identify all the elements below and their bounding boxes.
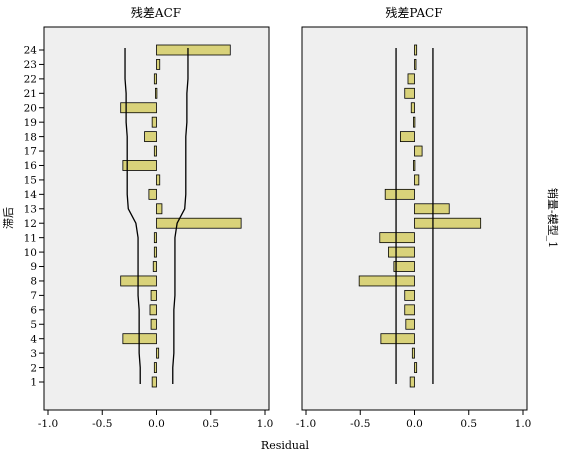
pacf-bar-lag-19 [413,116,416,128]
acf-bar-lag-21 [155,87,158,99]
pacf-bar-lag-3 [411,347,415,359]
acf-bar-lag-2 [153,362,157,373]
pacf-bar-lag-14 [384,188,415,200]
acf-y-tick-label: 10 [24,247,37,259]
acf-y-tick-label: 19 [24,117,37,129]
acf-y-tick-label: 21 [24,88,37,100]
pacf-bar-lag-23 [414,59,417,70]
acf-x-tick-label: -0.5 [92,418,112,430]
pacf-bar-lag-22 [407,73,415,85]
acf-x-tick-label: 0.0 [148,418,165,430]
pacf-panel: 残差PACF -1.0 -0.5 0.0 0.5 1.0 [296,6,531,430]
acf-y-tick-label: 3 [30,348,37,360]
acf-y-tick-label: 11 [24,232,37,244]
acf-y-tick-label: 1 [30,377,37,389]
pacf-bar-lag-10 [388,246,415,258]
pacf-x-tick-label: 1.0 [515,418,532,430]
acf-y-tick-label: 6 [30,305,37,317]
acf-bar-lag-13 [156,203,163,215]
acf-bar-lag-11 [153,232,157,244]
pacf-bars [358,44,482,388]
acf-y-tick-label: 12 [24,218,37,230]
acf-bar-lag-3 [156,347,160,359]
pacf-bar-lag-18 [399,131,415,143]
y-axis-label: 滞后 [2,207,15,229]
pacf-bar-lag-21 [404,87,415,99]
acf-y-tick-label: 4 [30,333,37,345]
pacf-x-tick-label: 0.5 [460,418,477,430]
acf-bar-lag-22 [153,73,157,85]
acf-bar-lag-18 [144,131,157,143]
pacf-bar-lag-12 [414,217,482,229]
pacf-x-tick-label: -0.5 [350,418,370,430]
acf-y-tick-label: 9 [30,261,37,273]
pacf-bar-lag-20 [410,102,415,114]
acf-panel: 残差ACF 1234567891011121314151617181920212… [24,6,274,430]
acf-y-tick-label: 17 [24,146,37,158]
pacf-bar-lag-16 [413,160,416,171]
acf-upper-confidence-limit [172,48,189,384]
acf-bar-lag-10 [153,246,157,258]
pacf-bar-lag-7 [404,289,415,301]
acf-y-tick-label: 20 [24,102,37,114]
acf-y-tick-label: 23 [24,59,37,71]
acf-y-tick-label: 18 [24,131,37,143]
pacf-x-tick-label: 0.0 [406,418,423,430]
pacf-x-ticks: -1.0 -0.5 0.0 0.5 1.0 [296,410,531,430]
acf-bar-lag-14 [148,188,157,200]
acf-y-tick-label: 5 [30,319,37,331]
right-side-label: 销量-模型_1 [546,188,560,248]
x-axis-label: Residual [261,439,310,452]
pacf-bar-lag-11 [379,232,415,244]
acf-bar-lag-16 [122,160,157,171]
acf-x-tick-label: 1.0 [257,418,274,430]
pacf-bar-lag-15 [414,174,420,186]
acf-lower-confidence-limit [124,48,141,384]
acf-y-tick-label: 15 [24,175,37,187]
acf-bar-lag-23 [156,59,161,70]
acf-bar-lag-9 [152,261,157,272]
acf-y-tick-label: 22 [24,74,37,86]
acf-y-tick-label: 7 [30,290,37,302]
acf-panel-title: 残差ACF [131,6,181,20]
acf-bar-lag-17 [153,145,157,157]
pacf-panel-title: 残差PACF [385,6,442,20]
pacf-bar-lag-1 [409,376,415,388]
acf-y-tick-label: 24 [24,45,38,57]
acf-bar-lag-6 [149,304,157,316]
pacf-bar-lag-13 [414,203,450,215]
acf-bar-lag-7 [150,289,157,301]
acf-y-tick-label: 13 [24,203,37,215]
acf-confidence-lines [124,48,189,384]
acf-x-tick-label: 0.5 [202,418,219,430]
pacf-bar-lag-2 [414,362,418,373]
acf-bar-lag-1 [151,376,157,388]
acf-y-tick-label: 14 [24,189,38,201]
pacf-bar-lag-17 [414,145,423,157]
acf-bar-lag-20 [120,102,157,114]
acf-bar-lag-12 [156,217,242,229]
acf-bar-lag-15 [156,174,161,186]
pacf-bar-lag-8 [358,275,415,287]
pacf-bar-lag-4 [380,333,415,345]
acf-bar-lag-5 [150,318,157,330]
acf-y-tick-label: 16 [24,160,38,172]
pacf-bar-lag-6 [404,304,415,316]
pacf-x-tick-label: -1.0 [296,418,316,430]
acf-x-ticks: -1.0 -0.5 0.0 0.5 1.0 [38,410,273,430]
acf-bar-lag-24 [156,44,231,56]
acf-x-tick-label: -1.0 [38,418,58,430]
pacf-confidence-lines [395,48,434,384]
pacf-bar-lag-5 [405,318,415,330]
acf-y-tick-label: 8 [30,276,37,288]
pacf-bar-lag-24 [414,44,418,56]
acf-bar-lag-19 [151,116,157,128]
pacf-bar-lag-9 [393,261,415,272]
acf-y-tick-label: 2 [30,362,37,374]
